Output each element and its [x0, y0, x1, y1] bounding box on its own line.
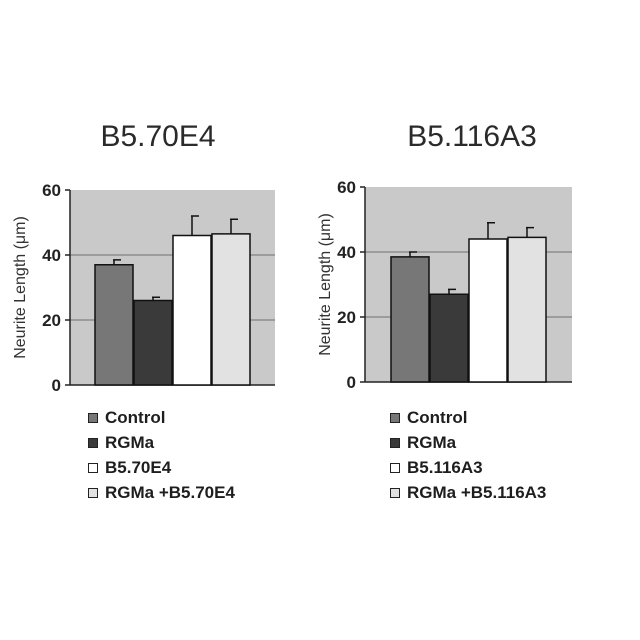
bar — [508, 237, 546, 382]
legend-item: RGMa +B5.116A3 — [390, 480, 546, 505]
legend-left: Control RGMa B5.70E4 RGMa +B5.70E4 — [88, 405, 235, 505]
legend-label: RGMa — [105, 433, 154, 453]
y-axis-label: Neurite Length (μm) — [317, 213, 334, 356]
legend-label: RGMa +B5.70E4 — [105, 483, 235, 503]
legend-item: B5.116A3 — [390, 455, 546, 480]
legend-label: B5.70E4 — [105, 458, 171, 478]
legend-item: Control — [88, 405, 235, 430]
bar — [134, 301, 172, 386]
bar-chart-right: 0 20 40 60Neurite Length (μm) — [305, 0, 625, 640]
legend-item: B5.70E4 — [88, 455, 235, 480]
legend-label: RGMa +B5.116A3 — [407, 483, 546, 503]
legend-item: RGMa +B5.70E4 — [88, 480, 235, 505]
legend-item: Control — [390, 405, 546, 430]
y-tick-label: 20 — [337, 308, 356, 327]
legend-swatch — [390, 413, 400, 423]
legend-label: Control — [407, 408, 467, 428]
legend-label: Control — [105, 408, 165, 428]
bar — [212, 234, 250, 385]
legend-swatch — [88, 488, 98, 498]
bar — [391, 257, 429, 382]
legend-swatch — [390, 488, 400, 498]
legend-label: B5.116A3 — [407, 458, 483, 478]
y-axis-label: Neurite Length (μm) — [12, 216, 29, 359]
y-tick-label: 60 — [42, 181, 61, 200]
y-tick-label: 40 — [42, 246, 61, 265]
y-tick-label: 20 — [42, 311, 61, 330]
legend-swatch — [390, 438, 400, 448]
bar — [469, 239, 507, 382]
legend-swatch — [390, 463, 400, 473]
y-tick-label: 40 — [337, 243, 356, 262]
bar — [95, 265, 133, 385]
bar — [430, 294, 468, 382]
legend-swatch — [88, 463, 98, 473]
legend-swatch — [88, 438, 98, 448]
y-tick-label: 60 — [337, 178, 356, 197]
legend-label: RGMa — [407, 433, 456, 453]
bar — [173, 236, 211, 386]
bar-chart-left: 0 20 40 60 Neurite Length (μm) — [0, 0, 320, 640]
legend-item: RGMa — [390, 430, 546, 455]
y-tick-label: 0 — [52, 376, 61, 395]
legend-right: Control RGMa B5.116A3 RGMa +B5.116A3 — [390, 405, 546, 505]
y-tick-label: 0 — [347, 373, 356, 392]
legend-item: RGMa — [88, 430, 235, 455]
legend-swatch — [88, 413, 98, 423]
